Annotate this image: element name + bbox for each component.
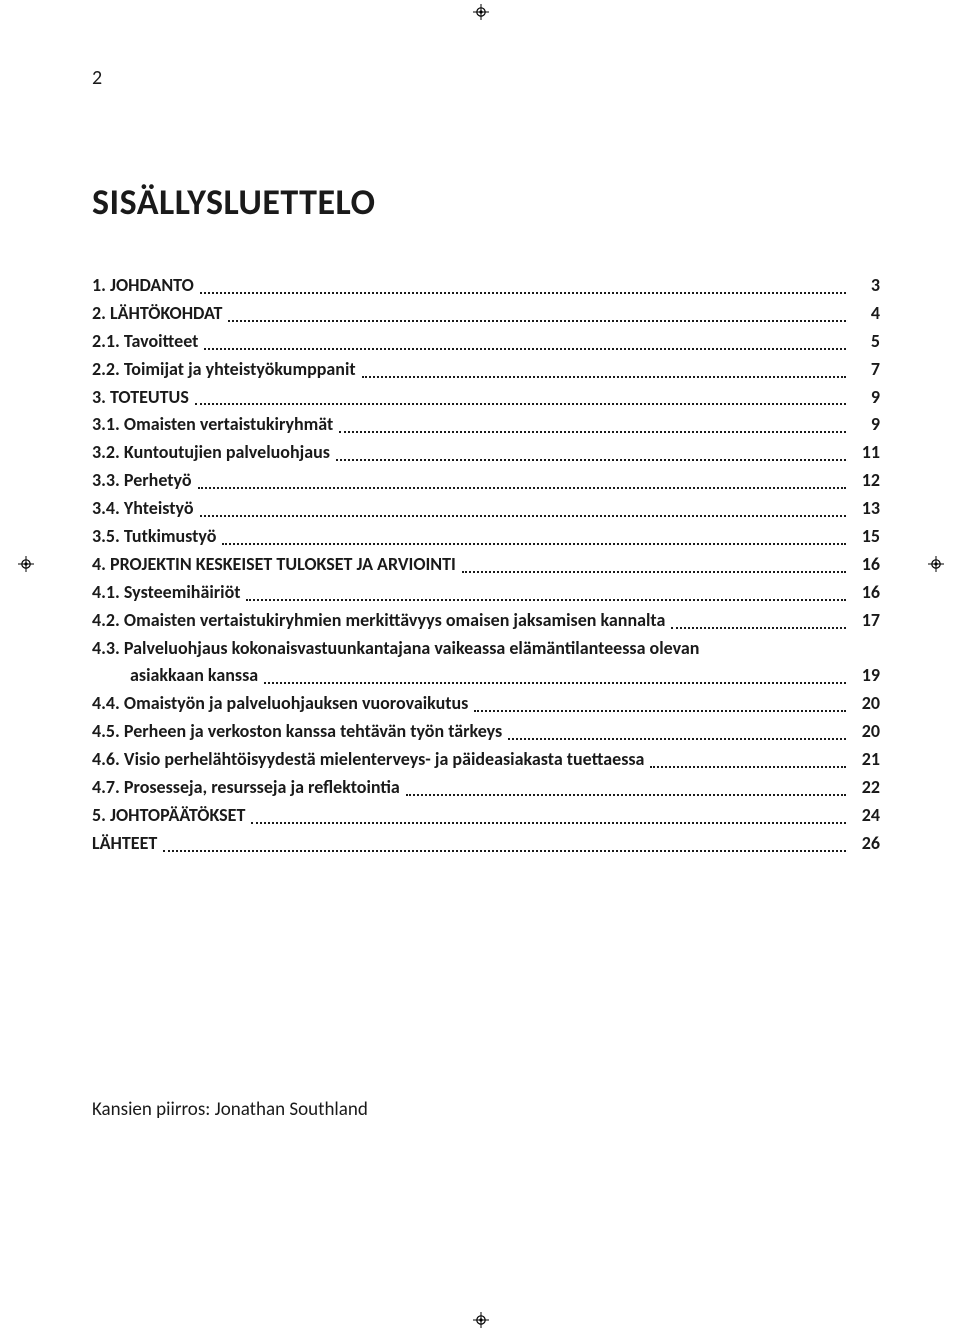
dot-leader <box>204 348 846 350</box>
toc-page: 9 <box>852 411 880 439</box>
toc-label: 3. TOTEUTUS <box>92 384 189 412</box>
dot-leader <box>650 766 846 768</box>
dot-leader <box>198 487 846 489</box>
toc-label: asiakkaan kanssa <box>92 662 258 690</box>
toc-entry: 4.6. Visio perhelähtöisyydestä mielenter… <box>92 746 880 774</box>
toc-label: 5. JOHTOPÄÄTÖKSET <box>92 802 245 830</box>
toc-label: 3.4. Yhteistyö <box>92 495 194 523</box>
dot-leader <box>336 459 846 461</box>
crop-mark-left <box>18 556 34 572</box>
toc-page: 22 <box>852 774 880 802</box>
dot-leader <box>163 850 846 852</box>
toc-label: 3.3. Perhetyö <box>92 467 192 495</box>
toc-label: 3.5. Tutkimustyö <box>92 523 216 551</box>
toc-page: 21 <box>852 746 880 774</box>
dot-leader <box>246 599 846 601</box>
toc-entry: 1. JOHDANTO 3 <box>92 272 880 300</box>
page-content: 2 SISÄLLYSLUETTELO 1. JOHDANTO32. LÄHTÖK… <box>92 66 880 858</box>
page-number: 2 <box>92 66 880 90</box>
toc-label: 4.6. Visio perhelähtöisyydestä mielenter… <box>92 746 644 774</box>
toc-page: 5 <box>852 328 880 356</box>
dot-leader <box>264 682 846 684</box>
toc-label: 2.1. Tavoitteet <box>92 328 198 356</box>
toc-label: 2. LÄHTÖKOHDAT <box>92 300 222 328</box>
dot-leader <box>200 292 846 294</box>
toc-page: 15 <box>852 523 880 551</box>
toc-page: 16 <box>852 579 880 607</box>
toc-page: 7 <box>852 356 880 384</box>
dot-leader <box>195 403 846 405</box>
toc-entry: 3.5. Tutkimustyö 15 <box>92 523 880 551</box>
toc-entry: 4.3. Palveluohjaus kokonaisvastuunkantaj… <box>92 635 880 663</box>
dot-leader <box>251 822 846 824</box>
dot-leader <box>406 794 846 796</box>
toc-page: 19 <box>852 662 880 690</box>
crop-mark-right <box>928 556 944 572</box>
toc-page: 3 <box>852 272 880 300</box>
dot-leader <box>200 515 846 517</box>
toc-entry: 3.4. Yhteistyö 13 <box>92 495 880 523</box>
toc-label: 4.7. Prosesseja, resursseja ja reflektoi… <box>92 774 400 802</box>
toc-entry: 4.1. Systeemihäiriöt 16 <box>92 579 880 607</box>
toc-entry: 5. JOHTOPÄÄTÖKSET 24 <box>92 802 880 830</box>
toc-label: 4.3. Palveluohjaus kokonaisvastuunkantaj… <box>92 635 699 663</box>
toc-page: 11 <box>852 439 880 467</box>
toc-entry: 4.2. Omaisten vertaistukiryhmien merkitt… <box>92 607 880 635</box>
toc-label: 4.1. Systeemihäiriöt <box>92 579 240 607</box>
toc-entry: LÄHTEET 26 <box>92 830 880 858</box>
dot-leader <box>339 431 846 433</box>
toc-label: 4.2. Omaisten vertaistukiryhmien merkitt… <box>92 607 665 635</box>
toc-label: 4. PROJEKTIN KESKEISET TULOKSET JA ARVIO… <box>92 551 456 579</box>
dot-leader <box>228 320 846 322</box>
toc-label: 2.2. Toimijat ja yhteistyökumppanit <box>92 356 356 384</box>
toc-entry: 3.3. Perhetyö 12 <box>92 467 880 495</box>
dot-leader <box>222 543 846 545</box>
toc-page: 16 <box>852 551 880 579</box>
dot-leader <box>474 710 846 712</box>
toc-entry: 2.1. Tavoitteet 5 <box>92 328 880 356</box>
crop-mark-top <box>473 4 489 20</box>
toc-entry: 3. TOTEUTUS 9 <box>92 384 880 412</box>
toc-entry: 4.7. Prosesseja, resursseja ja reflektoi… <box>92 774 880 802</box>
cover-credit: Kansien piirros: Jonathan Southland <box>92 1098 368 1121</box>
page-title: SISÄLLYSLUETTELO <box>92 180 880 224</box>
toc-page: 13 <box>852 495 880 523</box>
toc-label: 3.2. Kuntoutujien palveluohjaus <box>92 439 330 467</box>
toc-page: 20 <box>852 690 880 718</box>
toc-label: LÄHTEET <box>92 830 157 858</box>
dot-leader <box>462 571 846 573</box>
crop-mark-bottom <box>473 1312 489 1328</box>
table-of-contents: 1. JOHDANTO32. LÄHTÖKOHDAT42.1. Tavoitte… <box>92 272 880 858</box>
toc-label: 4.4. Omaistyön ja palveluohjauksen vuoro… <box>92 690 468 718</box>
toc-page: 12 <box>852 467 880 495</box>
toc-page: 24 <box>852 802 880 830</box>
toc-page: 17 <box>852 607 880 635</box>
toc-entry: 3.1. Omaisten vertaistukiryhmät 9 <box>92 411 880 439</box>
toc-page: 26 <box>852 830 880 858</box>
toc-entry: 4.4. Omaistyön ja palveluohjauksen vuoro… <box>92 690 880 718</box>
toc-label: 1. JOHDANTO <box>92 272 194 300</box>
toc-page: 4 <box>852 300 880 328</box>
toc-entry: 4. PROJEKTIN KESKEISET TULOKSET JA ARVIO… <box>92 551 880 579</box>
toc-entry: 2. LÄHTÖKOHDAT 4 <box>92 300 880 328</box>
toc-entry: 2.2. Toimijat ja yhteistyökumppanit 7 <box>92 356 880 384</box>
toc-page: 20 <box>852 718 880 746</box>
toc-page: 9 <box>852 384 880 412</box>
toc-entry-cont: asiakkaan kanssa 19 <box>92 662 880 690</box>
dot-leader <box>508 738 846 740</box>
dot-leader <box>362 376 846 378</box>
toc-entry: 4.5. Perheen ja verkoston kanssa tehtävä… <box>92 718 880 746</box>
toc-entry: 3.2. Kuntoutujien palveluohjaus 11 <box>92 439 880 467</box>
dot-leader <box>671 627 846 629</box>
toc-label: 4.5. Perheen ja verkoston kanssa tehtävä… <box>92 718 502 746</box>
toc-label: 3.1. Omaisten vertaistukiryhmät <box>92 411 333 439</box>
